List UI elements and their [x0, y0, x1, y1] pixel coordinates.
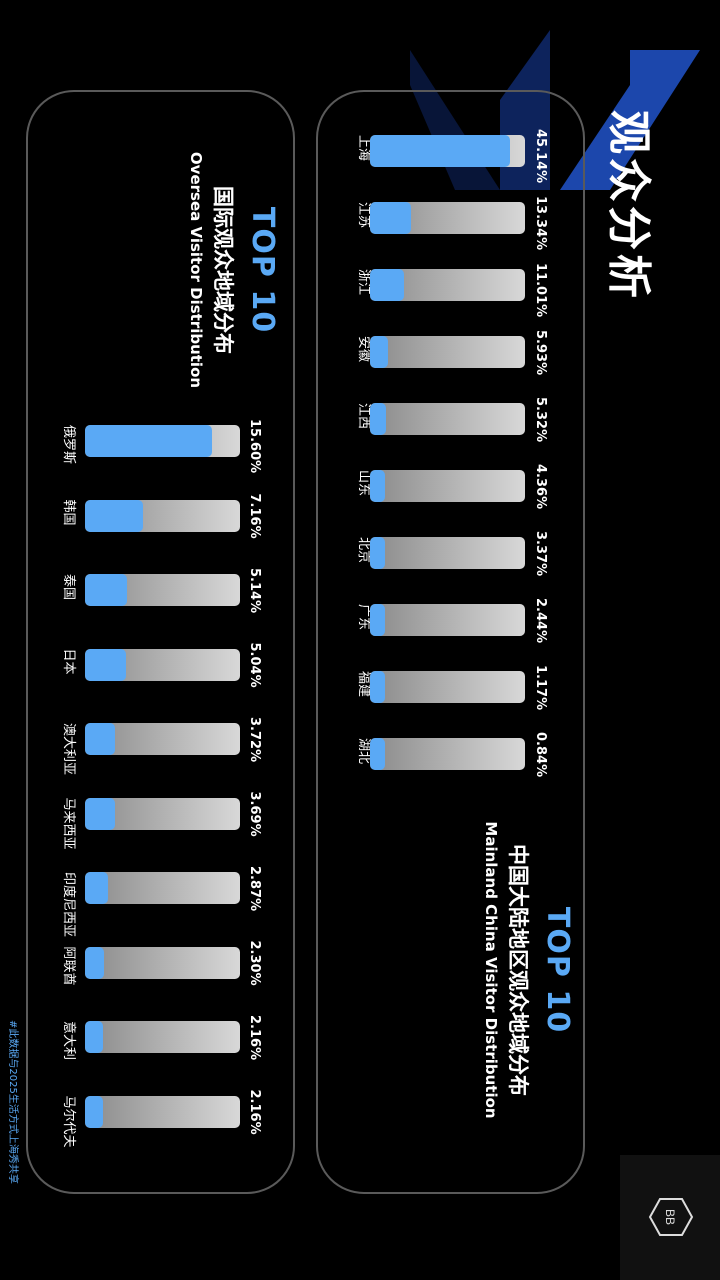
- bar-value-label: 5.04%: [247, 642, 262, 688]
- bar-value-fill: [370, 336, 389, 368]
- bar-value-fill: [85, 425, 213, 457]
- bar-value-fill: [370, 269, 405, 301]
- bar-value-label: 45.14%: [533, 129, 548, 184]
- bar-value-label: 13.34%: [533, 196, 548, 251]
- svg-text:BB: BB: [663, 1209, 677, 1225]
- oversea-title-zh: 国际观众地域分布: [211, 186, 235, 354]
- bar-track: [85, 499, 240, 532]
- bar-category-label: 意大利: [61, 1021, 76, 1061]
- bar-value-fill: [370, 537, 386, 569]
- bar-value-label: 2.16%: [247, 1015, 262, 1061]
- bar-category-label: 韩国: [61, 499, 76, 526]
- bar-category-label: 马尔代夫: [61, 1095, 76, 1148]
- bar-track: [85, 1095, 240, 1128]
- bar-value-label: 3.69%: [247, 791, 262, 837]
- mainland-title-en: Mainland China Visitor Distribution: [482, 821, 500, 1119]
- bar-value-label: 2.16%: [247, 1089, 262, 1135]
- bar-category-label: 印度尼西亚: [61, 872, 76, 938]
- bar-category-label: 阿联酋: [61, 946, 76, 986]
- bar-value-fill: [85, 648, 127, 681]
- bar-value-label: 2.87%: [247, 866, 262, 912]
- bar-category-label: 日本: [61, 648, 76, 675]
- bar-value-label: 1.17%: [533, 665, 548, 711]
- bar-value-fill: [85, 797, 116, 830]
- data-footnote: #此数据与2025生活方式上海秀共享: [7, 1020, 18, 1184]
- mainland-chart-title: TOP 10 中国大陆地区观众地域分布 Mainland China Visit…: [482, 820, 575, 1120]
- bar-value-label: 5.32%: [533, 397, 548, 443]
- bar-track: [370, 269, 525, 301]
- bar-value-label: 7.16%: [247, 493, 262, 539]
- bar-value-fill: [370, 671, 386, 703]
- bar-value-fill: [85, 499, 144, 532]
- bar-track: [370, 671, 525, 703]
- bar-value-fill: [85, 574, 127, 606]
- bar-value-fill: [85, 872, 109, 904]
- bar-value-label: 11.01%: [533, 263, 548, 318]
- bar-track: [85, 723, 240, 755]
- bar-track: [370, 403, 525, 435]
- bar-value-label: 4.36%: [533, 464, 548, 510]
- bar-track: [85, 425, 240, 457]
- bar-value-label: 2.44%: [533, 598, 548, 644]
- bar-value-fill: [370, 738, 386, 770]
- bar-track: [370, 470, 525, 502]
- bar-value-label: 5.93%: [533, 330, 548, 376]
- bar-category-label: 泰国: [61, 574, 76, 601]
- oversea-top10-label: TOP 10: [245, 206, 280, 334]
- bar-value-fill: [85, 1095, 103, 1128]
- bar-value-label: 5.14%: [247, 568, 262, 614]
- bar-category-label: 马来西亚: [61, 797, 76, 850]
- mainland-top10-label: TOP 10: [540, 906, 575, 1034]
- mainland-title-zh: 中国大陆地区观众地域分布: [506, 844, 530, 1096]
- bar-track: [85, 872, 240, 904]
- bar-value-fill: [370, 403, 387, 435]
- oversea-chart-title: TOP 10 国际观众地域分布 Oversea Visitor Distribu…: [187, 140, 280, 400]
- bar-value-fill: [370, 470, 386, 502]
- bar-value-label: 3.72%: [247, 717, 262, 763]
- page-title: 观众分析: [603, 110, 654, 302]
- bar-track: [85, 1021, 240, 1053]
- bar-category-label: 俄罗斯: [61, 425, 76, 465]
- oversea-title-en: Oversea Visitor Distribution: [187, 151, 205, 389]
- bar-track: [370, 202, 525, 234]
- bar-value-fill: [85, 1021, 103, 1053]
- bar-value-fill: [370, 202, 412, 234]
- bar-value-label: 0.84%: [533, 732, 548, 778]
- bar-track: [370, 135, 525, 167]
- bar-value-fill: [370, 604, 386, 636]
- bar-category-label: 澳大利亚: [61, 723, 76, 776]
- show-logo: BB: [620, 1155, 720, 1280]
- bar-value-label: 15.60%: [247, 419, 262, 474]
- bar-track: [85, 574, 240, 606]
- bar-value-label: 2.30%: [247, 940, 262, 986]
- bar-value-label: 3.37%: [533, 531, 548, 577]
- bar-value-fill: [370, 135, 510, 167]
- bar-track: [85, 648, 240, 681]
- bar-track: [370, 604, 525, 636]
- bar-value-fill: [85, 946, 104, 979]
- bar-track: [370, 738, 525, 770]
- bar-track: [85, 797, 240, 830]
- bar-value-fill: [85, 723, 116, 755]
- bar-track: [370, 336, 525, 368]
- bar-track: [85, 946, 240, 979]
- bar-track: [370, 537, 525, 569]
